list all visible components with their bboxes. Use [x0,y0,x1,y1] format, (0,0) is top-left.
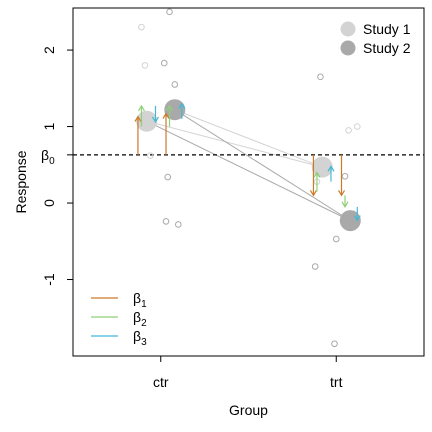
y-axis: -1 0 1 2 [41,46,73,286]
study2-point [166,8,173,16]
study2-point [317,73,324,81]
y-axis-title: Response [13,150,29,213]
beta3-arrow [178,102,186,119]
beta1-arrow [134,115,142,155]
legend-beta1-label: β1 [133,290,147,310]
study2-point [164,173,172,181]
beta0-label: β0 [41,147,73,167]
legend-study1-marker [340,21,356,37]
study1-point [141,62,149,69]
beta2-arrow [313,171,321,192]
study2-point [332,235,340,243]
beta1-arrow-head [134,115,142,122]
legend-study1-label: Study 1 [363,21,411,37]
beta3-arrow [327,165,335,182]
beta1-arrow [338,154,346,197]
beta0-subscript: 0 [49,156,55,167]
beta0-tick-label: β0 [41,147,55,167]
plot-frame [72,7,425,357]
beta3-arrow [151,105,159,124]
y-tick-label: 0 [41,199,57,207]
study1-point [345,127,352,134]
beta1-arrow-head [338,190,346,197]
study1-point [146,152,154,159]
legend-study2-label: Study 2 [363,40,411,56]
study1-point [354,123,361,130]
x-tick-label-trt: trt [330,374,343,390]
legend-beta3-subscript: 3 [141,337,147,348]
mean-connecting-line [174,109,323,168]
study2-point [175,221,182,228]
study1-point [138,23,145,31]
study2-point [341,172,349,180]
observation-points [138,8,361,348]
beta3-arrow-head [151,116,159,124]
plot-border [72,7,425,357]
beta2-arrow-head [313,171,321,178]
study2-point [171,81,179,88]
beta1-arrow [162,112,170,155]
study2-point [160,59,168,67]
study2-point [162,218,170,225]
study1-mean [136,110,158,132]
beta2-arrow [166,104,174,127]
beta1-arrow-head [309,190,317,197]
beta3-arrow-head [327,165,335,172]
connecting-lines [146,109,351,222]
beta1-arrow [309,154,317,197]
y-tick-label: -1 [41,273,57,286]
legend-beta3-label: β3 [133,328,147,348]
beta2-arrow [137,104,145,127]
legend-beta2-label: β2 [133,309,147,329]
beta1-arrow-head [162,112,170,119]
mean-connecting-line [146,120,351,222]
x-axis-title: Group [229,402,268,418]
y-tick-label: 1 [41,122,57,130]
beta2-arrow-head [341,201,349,209]
beta2-arrow-head [166,104,174,112]
beta2-arrow [341,195,349,209]
x-axis: ctr trt [153,356,343,390]
x-tick-label-ctr: ctr [153,374,169,390]
effect-arrows [134,102,361,222]
legend-study2-marker [340,40,356,56]
study2-point [331,340,338,348]
study2-mean [339,210,361,232]
y-tick-label: 2 [41,46,57,54]
legend-beta1-subscript: 1 [141,299,147,310]
beta2-arrow-head [137,104,145,112]
beta3-arrow-head [178,102,186,109]
study2-point [311,263,319,270]
legend-beta2-subscript: 2 [141,318,147,329]
mean-connecting-line [146,120,323,168]
studies-legend: Study 1 Study 2 [340,21,411,56]
beta3-arrow [353,206,361,222]
mean-connecting-line [174,109,351,222]
beta3-arrow-head [353,215,361,222]
study1-mean [311,156,333,178]
